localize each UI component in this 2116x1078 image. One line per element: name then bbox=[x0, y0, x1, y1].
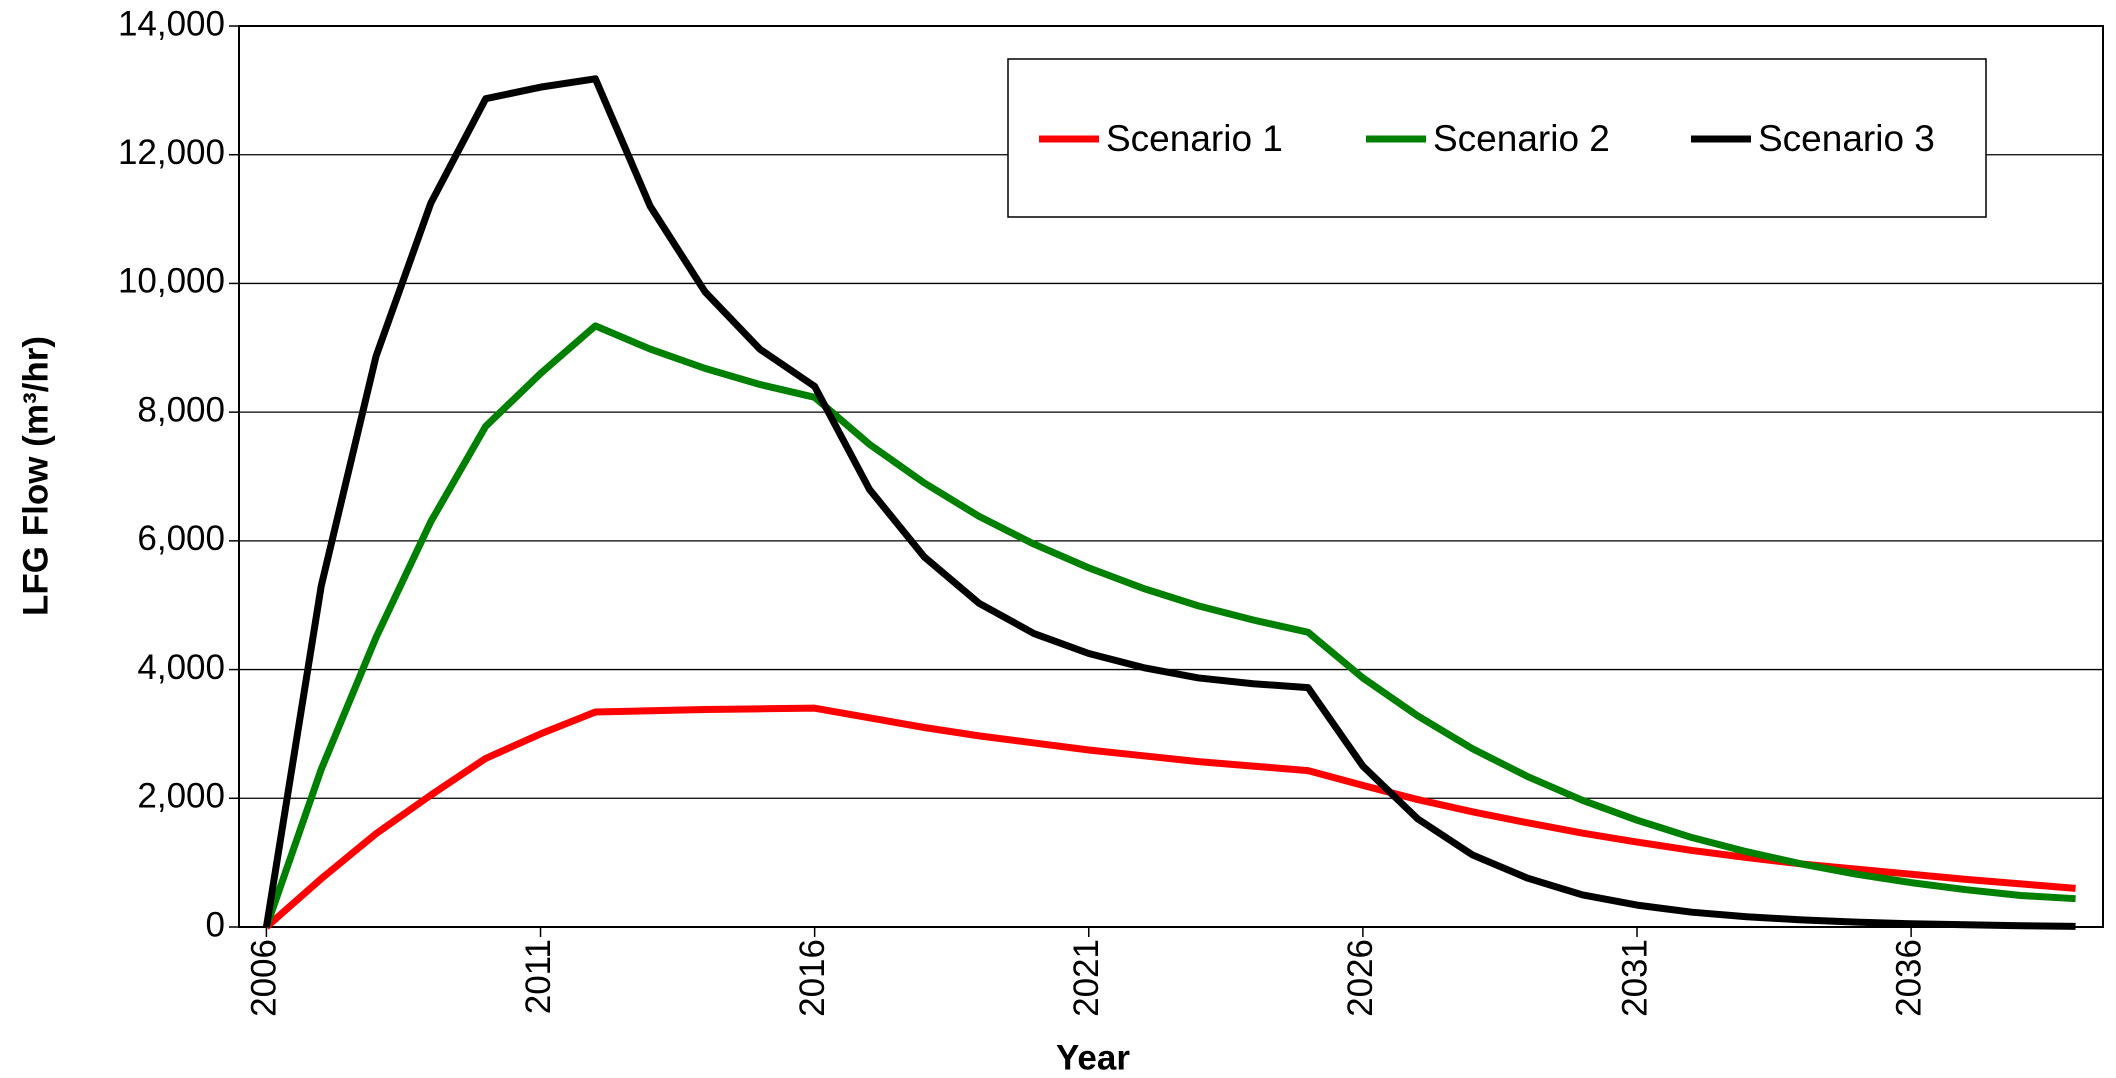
y-tick-label: 4,000 bbox=[137, 648, 225, 687]
x-tick-label: 2036 bbox=[1889, 939, 1928, 1017]
y-tick-label: 14,000 bbox=[118, 4, 225, 43]
legend-label: Scenario 1 bbox=[1106, 118, 1283, 159]
legend-label: Scenario 3 bbox=[1758, 118, 1935, 159]
series-line bbox=[263, 322, 2076, 929]
x-axis-title: Year bbox=[1056, 1038, 1130, 1077]
x-tick-label: 2026 bbox=[1341, 939, 1380, 1017]
x-tick-label: 2006 bbox=[245, 939, 284, 1017]
series-line bbox=[262, 75, 2076, 930]
y-tick-label: 2,000 bbox=[137, 777, 225, 816]
y-tick-label: 12,000 bbox=[118, 133, 225, 172]
x-tick-label: 2031 bbox=[1615, 939, 1654, 1017]
x-tick-label: 2011 bbox=[519, 939, 558, 1014]
y-axis-title: LFG Flow (m³/hr) bbox=[16, 336, 55, 616]
series-line bbox=[264, 704, 2076, 930]
y-tick-label: 0 bbox=[206, 905, 225, 944]
y-tick-label: 10,000 bbox=[118, 262, 225, 301]
legend: Scenario 1 Scenario 2 Scenario 3 bbox=[1007, 58, 1987, 218]
y-tick-label: 6,000 bbox=[137, 519, 225, 558]
x-tick-label: 2016 bbox=[793, 939, 832, 1017]
y-tick-label: 8,000 bbox=[137, 390, 225, 429]
legend-box bbox=[1007, 58, 1987, 218]
plot-frame bbox=[238, 25, 2104, 928]
x-tick-label: 2021 bbox=[1067, 939, 1106, 1017]
legend-label: Scenario 2 bbox=[1433, 118, 1610, 159]
